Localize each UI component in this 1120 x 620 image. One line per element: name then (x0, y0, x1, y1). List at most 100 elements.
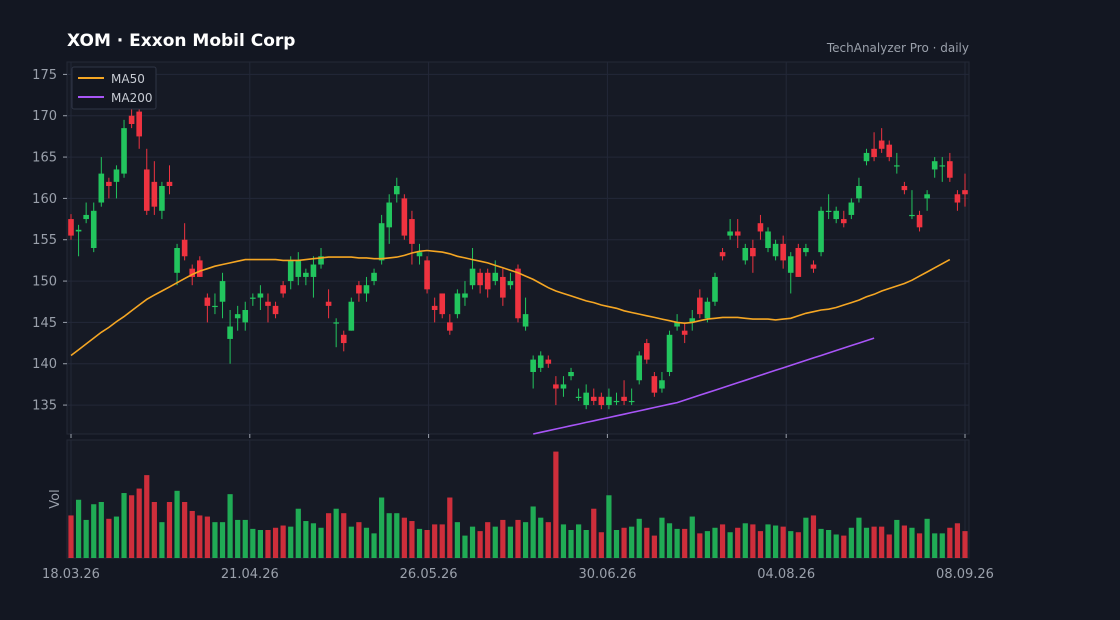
candle (734, 219, 741, 248)
candle (712, 272, 718, 306)
candle-body (734, 231, 741, 236)
volume-bar (363, 527, 370, 558)
candle-body (901, 186, 908, 191)
candle (727, 219, 733, 240)
volume-bar (795, 532, 801, 558)
candle-body (303, 272, 309, 277)
candle-body (780, 243, 786, 261)
candle (825, 194, 832, 220)
candle (848, 198, 855, 220)
candle (575, 388, 582, 401)
volume-bar (788, 531, 794, 558)
candle (643, 338, 650, 364)
candle (484, 268, 491, 298)
x-tick-label: 04.08.26 (757, 567, 815, 582)
candle-body (75, 229, 82, 232)
candle-body (68, 219, 74, 236)
candle (833, 206, 840, 224)
y-tick-label: 165 (32, 151, 57, 166)
x-tick-label: 30.06.26 (578, 567, 636, 582)
candle (636, 351, 643, 385)
x-tick-label: 18.03.26 (42, 567, 100, 582)
candle (590, 388, 597, 406)
volume-axis-label: Vol (48, 489, 63, 508)
volume-bar (68, 515, 74, 558)
candle-body (219, 281, 226, 302)
candle (462, 281, 468, 306)
candle-body (795, 248, 802, 277)
candle-body (954, 194, 961, 203)
volume-bar (189, 510, 195, 558)
candle-body (894, 165, 900, 167)
candle-body (151, 181, 158, 207)
candle-body (356, 285, 362, 294)
candle-body (568, 372, 574, 377)
candle (492, 260, 499, 286)
volume-bar (636, 518, 642, 558)
volume-bar (386, 513, 392, 558)
candle-body (697, 297, 703, 315)
volume-bar (257, 530, 264, 558)
candle (621, 380, 627, 406)
candle-body (606, 396, 612, 406)
volume-bar (576, 524, 582, 558)
candle (530, 355, 536, 389)
volume-bar (83, 519, 89, 558)
candle-body (947, 161, 953, 178)
candle (787, 252, 794, 294)
candle-body (371, 272, 377, 282)
volume-bar (235, 519, 241, 558)
candle (181, 223, 188, 261)
volume-bar (538, 517, 544, 558)
volume-bar (522, 522, 529, 558)
candle (628, 388, 635, 406)
candle-body (909, 214, 915, 217)
volume-bar (432, 524, 438, 558)
volume-bar (113, 516, 120, 558)
volume-bar (621, 527, 627, 558)
volume-bar (371, 533, 377, 558)
candle (901, 181, 908, 195)
volume-bar (909, 527, 915, 558)
candle-body (545, 359, 552, 364)
candle (613, 392, 620, 406)
volume-bar (166, 502, 173, 558)
candle-body (583, 392, 589, 406)
candle-body (659, 380, 665, 389)
volume-bar (325, 513, 332, 558)
candle-body (530, 359, 536, 372)
volume-bar (583, 530, 589, 558)
candle (947, 152, 953, 182)
volume-bar (644, 527, 650, 558)
volume-bar (416, 528, 423, 558)
candle-body (848, 202, 855, 215)
volume-bar (848, 527, 854, 558)
candle (196, 256, 203, 277)
candle (583, 384, 589, 410)
candle-body (643, 343, 650, 360)
candle-body (462, 293, 468, 298)
candle-body (212, 305, 218, 308)
volume-bar (356, 522, 362, 558)
volume-bar (159, 522, 165, 558)
volume-bar (348, 526, 354, 558)
volume-bar (439, 524, 445, 558)
candle-body (272, 305, 279, 315)
volume-bar (901, 525, 907, 558)
candle-body (712, 276, 718, 302)
volume-bar (659, 517, 665, 558)
volume-bar (833, 534, 839, 558)
candle-body (378, 223, 385, 261)
volume-bar (810, 515, 817, 558)
candle (780, 235, 786, 269)
volume-bar (129, 495, 135, 558)
volume-bar (250, 528, 256, 558)
legend: MA50 MA200 (71, 66, 157, 110)
candle-body (189, 268, 196, 277)
candle-body (825, 210, 832, 212)
candle (545, 355, 552, 368)
candle-body (409, 219, 415, 244)
x-tick-label: 08.09.26 (936, 567, 994, 582)
candle-body (666, 334, 673, 372)
candle (606, 388, 612, 410)
